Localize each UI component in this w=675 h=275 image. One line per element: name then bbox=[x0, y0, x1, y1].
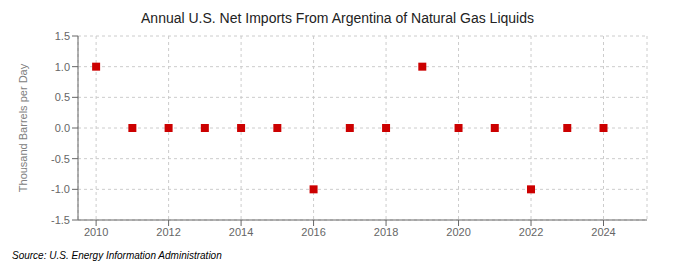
svg-text:-0.5: -0.5 bbox=[51, 153, 70, 165]
svg-text:1.5: 1.5 bbox=[55, 30, 70, 42]
svg-text:1.0: 1.0 bbox=[55, 61, 70, 73]
svg-text:2018: 2018 bbox=[374, 226, 398, 238]
svg-text:2012: 2012 bbox=[156, 226, 180, 238]
svg-text:2016: 2016 bbox=[301, 226, 325, 238]
svg-text:-1.0: -1.0 bbox=[51, 183, 70, 195]
svg-text:2010: 2010 bbox=[84, 226, 108, 238]
svg-text:-1.5: -1.5 bbox=[51, 214, 70, 226]
svg-text:2024: 2024 bbox=[591, 226, 615, 238]
svg-text:0.5: 0.5 bbox=[55, 91, 70, 103]
html-text:Source: U.S. Energy Informatio: Source: U.S. Energy Information Administ… bbox=[12, 250, 222, 261]
svg-text:2022: 2022 bbox=[519, 226, 543, 238]
svg-text:Thousand Barrels per Day: Thousand Barrels per Day bbox=[17, 63, 29, 192]
svg-text:0.0: 0.0 bbox=[55, 122, 70, 134]
svg-text:2020: 2020 bbox=[446, 226, 470, 238]
html-text:Annual U.S. Net Imports From A: Annual U.S. Net Imports From Argentina o… bbox=[141, 10, 534, 26]
svg-text:2014: 2014 bbox=[229, 226, 253, 238]
